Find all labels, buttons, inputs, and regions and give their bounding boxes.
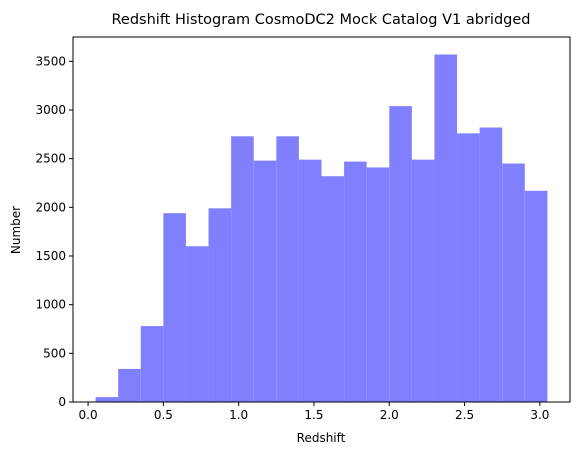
x-axis-ticks: 0.0 0.5 1.0 1.5 2.0 2.5 3.0 [79, 402, 549, 422]
x-tick-label: 1.5 [304, 408, 323, 422]
y-tick-label: 2500 [35, 152, 66, 166]
histogram-bar [479, 127, 503, 403]
y-tick-label: 1500 [35, 249, 66, 263]
y-tick-label: 1000 [35, 298, 66, 312]
histogram-bar [231, 136, 254, 402]
y-tick-label: 3500 [35, 54, 66, 68]
histogram-bar [389, 106, 412, 403]
histogram-bar [253, 160, 277, 402]
y-tick-label: 3000 [35, 103, 66, 117]
histogram-bar [298, 159, 322, 402]
histogram-bar [321, 176, 345, 402]
x-tick-label: 2.5 [455, 408, 474, 422]
y-tick-label: 0 [58, 395, 66, 409]
x-tick-label: 3.0 [530, 408, 549, 422]
histogram-bar [185, 246, 209, 402]
histogram-bar [502, 163, 525, 402]
histogram-bar [118, 368, 141, 402]
histogram-bar [366, 167, 390, 402]
histogram-bar [140, 326, 164, 402]
histogram-bar [208, 208, 232, 402]
histogram-bar [344, 161, 367, 402]
y-axis-label: Number [9, 206, 23, 254]
histogram-bar [276, 136, 299, 402]
y-tick-label: 500 [43, 346, 66, 360]
histogram-bar [434, 54, 458, 403]
x-tick-label: 0.5 [154, 408, 173, 422]
chart-title: Redshift Histogram CosmoDC2 Mock Catalog… [112, 12, 531, 28]
bars-group [95, 54, 548, 403]
y-tick-label: 2000 [35, 200, 66, 214]
y-axis-ticks: 0 500 1000 1500 2000 2500 3000 3500 [35, 54, 73, 409]
histogram-bar [524, 190, 548, 402]
x-tick-label: 0.0 [79, 408, 98, 422]
x-tick-label: 2.0 [380, 408, 399, 422]
histogram-bar [163, 213, 186, 402]
x-axis-label: Redshift [297, 431, 346, 445]
histogram-bar [95, 397, 119, 402]
x-tick-label: 1.0 [229, 408, 248, 422]
plot-frame [72, 36, 571, 403]
histogram-bar [411, 159, 435, 402]
histogram-bar [457, 133, 480, 403]
